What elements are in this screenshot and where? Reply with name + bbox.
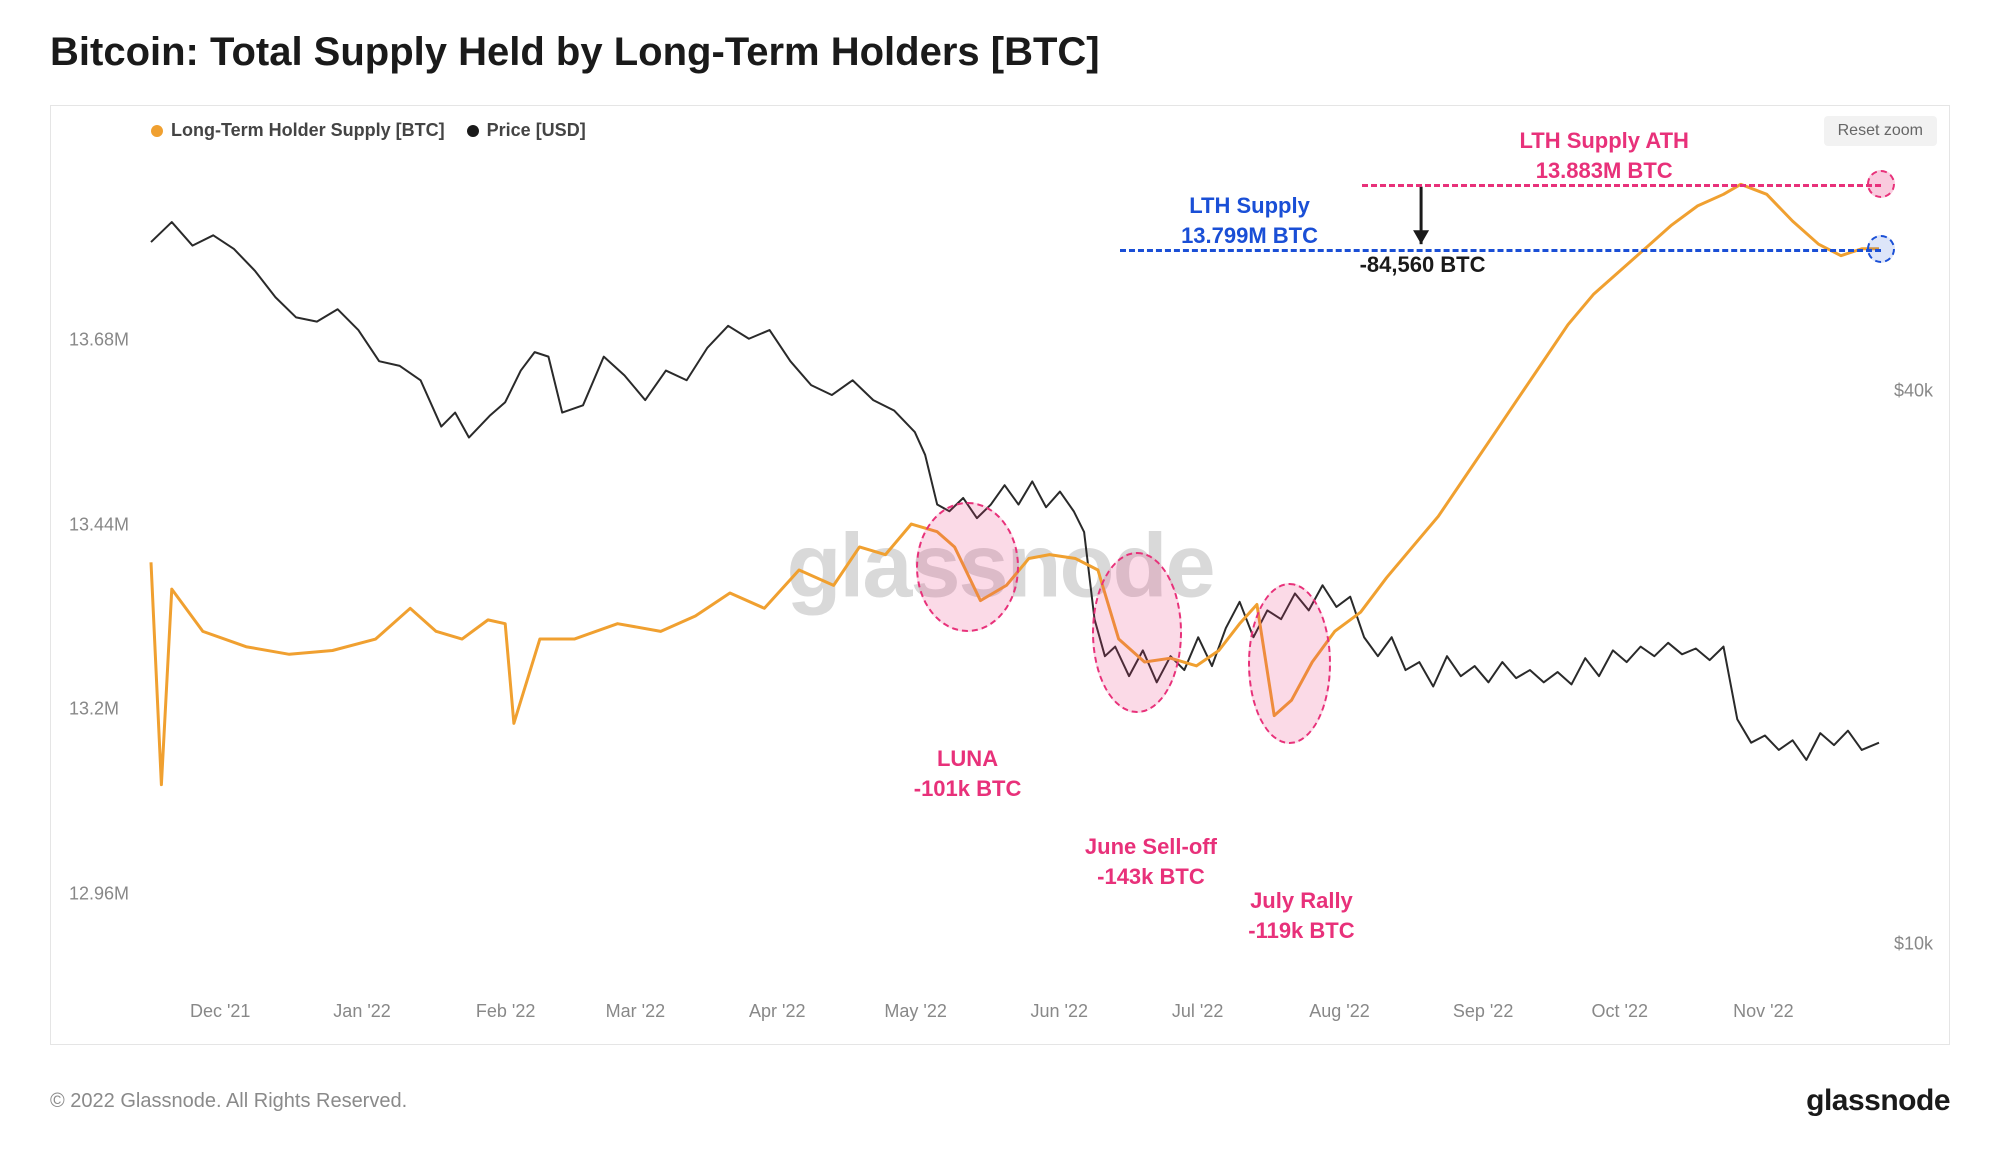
x-tick: May '22: [884, 1001, 946, 1022]
x-tick: Feb '22: [476, 1001, 535, 1022]
footer: © 2022 Glassnode. All Rights Reserved. g…: [50, 1084, 1950, 1118]
reset-zoom-button[interactable]: Reset zoom: [1824, 116, 1937, 146]
y-right-tick: $40k: [1894, 380, 1933, 401]
x-tick: Oct '22: [1592, 1001, 1648, 1022]
delta-arrow: [1413, 187, 1429, 245]
legend-label-lth: Long-Term Holder Supply [BTC]: [171, 120, 445, 141]
x-tick: Nov '22: [1733, 1001, 1793, 1022]
event-july-rally-label: July Rally-119k BTC: [1248, 886, 1354, 945]
hline-lth-supply-label: LTH Supply13.799M BTC: [1181, 191, 1318, 250]
delta-label: -84,560 BTC: [1360, 250, 1486, 280]
chart-title: Bitcoin: Total Supply Held by Long-Term …: [50, 30, 1950, 75]
chart-frame: Long-Term Holder Supply [BTC] Price [USD…: [50, 105, 1950, 1045]
y-left-tick: 12.96M: [69, 883, 129, 904]
y-right-tick: $10k: [1894, 933, 1933, 954]
y-left-tick: 13.68M: [69, 330, 129, 351]
y-left-tick: 13.2M: [69, 699, 119, 720]
brand-logo: glassnode: [1806, 1084, 1950, 1118]
hline-lth-supply-end-circle: [1867, 235, 1895, 263]
legend-dot-lth: [151, 125, 163, 137]
legend-item-lth: Long-Term Holder Supply [BTC]: [151, 120, 445, 141]
x-tick: Aug '22: [1309, 1001, 1370, 1022]
event-luna-label: LUNA-101k BTC: [914, 744, 1022, 803]
plot-svg: [151, 156, 1879, 984]
x-tick: Jan '22: [333, 1001, 390, 1022]
hline-lth-ath-label: LTH Supply ATH13.883M BTC: [1519, 126, 1688, 185]
legend-item-price: Price [USD]: [467, 120, 586, 141]
x-tick: Jun '22: [1031, 1001, 1088, 1022]
hline-lth-ath-end-circle: [1867, 170, 1895, 198]
series-lth-line: [151, 184, 1879, 784]
legend: Long-Term Holder Supply [BTC] Price [USD…: [151, 120, 586, 141]
copyright-text: © 2022 Glassnode. All Rights Reserved.: [50, 1090, 407, 1113]
series-price-line: [151, 222, 1879, 760]
x-tick: Sep '22: [1453, 1001, 1514, 1022]
plot-area[interactable]: [151, 156, 1879, 984]
event-june-label: June Sell-off-143k BTC: [1085, 832, 1217, 891]
legend-dot-price: [467, 125, 479, 137]
x-tick: Dec '21: [190, 1001, 250, 1022]
x-tick: Apr '22: [749, 1001, 805, 1022]
x-tick: Mar '22: [606, 1001, 665, 1022]
y-left-tick: 13.44M: [69, 514, 129, 535]
x-tick: Jul '22: [1172, 1001, 1223, 1022]
legend-label-price: Price [USD]: [487, 120, 586, 141]
